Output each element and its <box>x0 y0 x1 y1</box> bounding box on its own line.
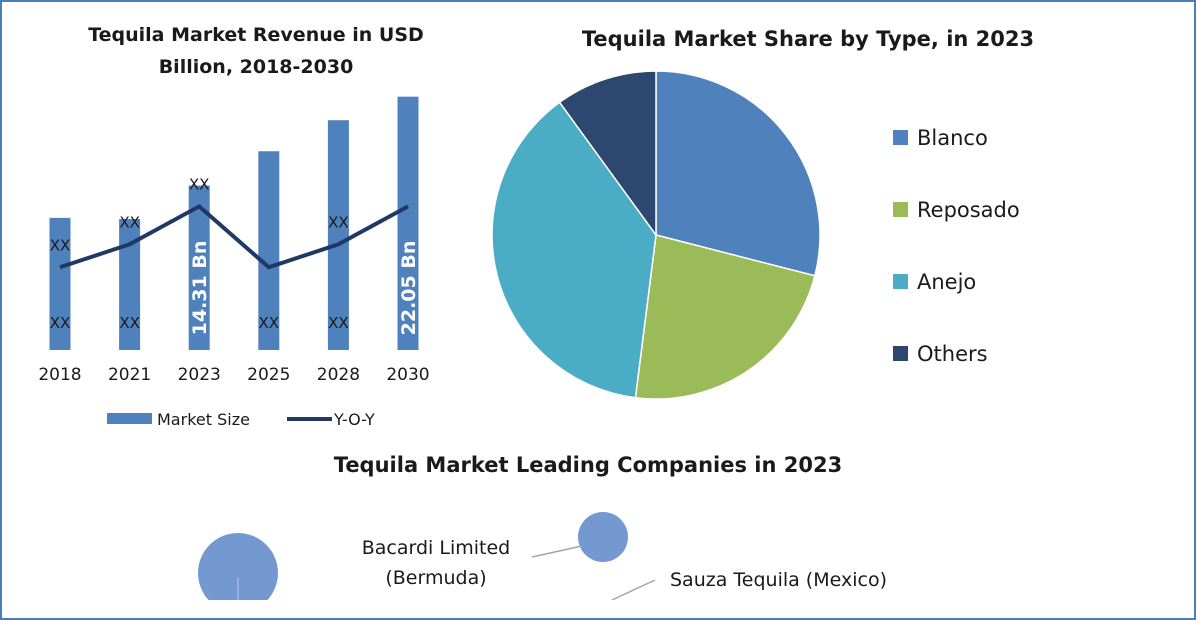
yoy-line <box>59 203 409 270</box>
pie-legend-swatch-reposado <box>893 202 908 217</box>
pie-legend: Blanco Reposado Anejo Others <box>893 126 1020 366</box>
yoy-label-2028: XX <box>328 213 349 231</box>
pie-slice-reposado <box>634 234 816 400</box>
pie-legend-swatch-others <box>893 346 908 361</box>
infographic-canvas: Tequila Market Revenue in USD Billion, 2… <box>38 24 1034 600</box>
company-bacardi-name: Bacardi Limited <box>362 537 510 559</box>
revenue-chart-title-line1: Tequila Market Revenue in USD <box>88 24 424 46</box>
x-tick-2021: 2021 <box>108 365 151 385</box>
x-tick-2018: 2018 <box>38 365 81 385</box>
pie-legend-label-anejo: Anejo <box>917 270 976 294</box>
bar-2018 <box>49 217 71 350</box>
yoy-label-2023: XX <box>189 175 210 193</box>
sauza-connector <box>611 579 656 600</box>
pie-chart-title: Tequila Market Share by Type, in 2023 <box>582 27 1034 51</box>
leading-companies: Tequila Market Leading Companies in 2023… <box>198 453 887 600</box>
pie-slices <box>491 70 821 400</box>
x-tick-labels: 2018 2021 2023 2025 2028 2030 <box>38 365 429 385</box>
bar-label-2018: XX <box>50 314 71 332</box>
bar-2030 <box>397 96 419 350</box>
bar-label-2025: XX <box>259 314 280 332</box>
bar-value-labels: XX XX 14.31 Bn XX XX 22.05 Bn <box>50 241 420 336</box>
company-bacardi-country: (Bermuda) <box>385 567 486 589</box>
yoy-label-2021: XX <box>119 213 140 231</box>
revenue-chart-legend: Market Size Y-O-Y <box>107 410 375 429</box>
pie-legend-label-reposado: Reposado <box>917 198 1020 222</box>
pie-slice-anejo <box>491 101 657 399</box>
pie-slice-blanco <box>655 70 821 277</box>
company-bubble-large <box>198 533 278 600</box>
bar-label-2021: XX <box>119 314 140 332</box>
yoy-point-labels: XX XX XX XX <box>50 175 349 254</box>
type-share-chart: Tequila Market Share by Type, in 2023 Bl… <box>491 27 1034 400</box>
bar-2028 <box>327 120 349 350</box>
bar-label-2023: 14.31 Bn <box>189 241 211 336</box>
x-tick-2028: 2028 <box>317 365 360 385</box>
bar-2023 <box>188 185 210 350</box>
x-tick-2023: 2023 <box>178 365 221 385</box>
revenue-chart: Tequila Market Revenue in USD Billion, 2… <box>38 24 429 429</box>
revenue-chart-title-line2: Billion, 2018-2030 <box>159 56 354 78</box>
market-size-bars <box>49 96 419 350</box>
bar-2025 <box>258 151 280 350</box>
bar-2021 <box>119 219 141 350</box>
bar-label-2030: 22.05 Bn <box>398 241 420 336</box>
legend-market-size-label: Market Size <box>157 410 250 429</box>
pie-legend-swatch-anejo <box>893 274 908 289</box>
pie-slice-others <box>558 70 657 238</box>
pie-legend-label-blanco: Blanco <box>917 126 988 150</box>
yoy-label-2018: XX <box>50 236 71 254</box>
bar-label-2028: XX <box>328 314 349 332</box>
companies-title: Tequila Market Leading Companies in 2023 <box>334 453 842 477</box>
x-tick-2025: 2025 <box>247 365 290 385</box>
x-tick-2030: 2030 <box>386 365 429 385</box>
pie-legend-swatch-blanco <box>893 130 908 145</box>
bacardi-connector <box>531 545 583 558</box>
company-bubble-bacardi <box>578 512 628 562</box>
legend-yoy-label: Y-O-Y <box>333 410 375 429</box>
legend-market-size-swatch <box>107 413 152 424</box>
pie-legend-label-others: Others <box>917 342 988 366</box>
company-sauza-name: Sauza Tequila (Mexico) <box>670 569 887 591</box>
